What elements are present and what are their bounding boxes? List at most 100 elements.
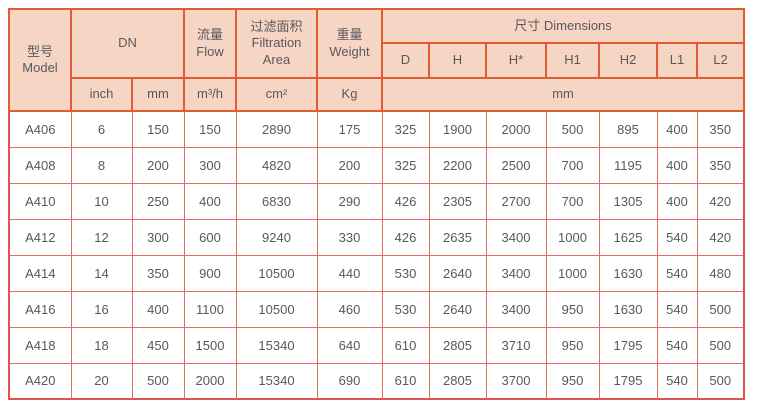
cell-h1: 700 (545, 146, 600, 184)
cell-h: 2640 (428, 290, 487, 328)
cell-l2: 350 (696, 110, 745, 148)
cell-dn-inch: 14 (70, 254, 133, 292)
cell-h2: 1625 (598, 218, 658, 256)
header-dimensions: 尺寸 Dimensions (380, 8, 746, 44)
unit-dimensions: mm (380, 77, 746, 112)
cell-h-star: 3700 (485, 362, 547, 400)
cell-weight: 175 (316, 110, 383, 148)
cell-area: 10500 (235, 290, 318, 328)
table-row: A414 14 350 900 10500 440 530 2640 3400 … (8, 254, 745, 292)
header-dim-h2: H2 (598, 42, 658, 79)
cell-h-star: 3400 (485, 218, 547, 256)
cell-dn-mm: 400 (131, 290, 185, 328)
cell-l2: 350 (696, 146, 745, 184)
cell-l1: 540 (656, 254, 698, 292)
table-row: A418 18 450 1500 15340 640 610 2805 3710… (8, 326, 745, 364)
cell-h: 1900 (428, 110, 487, 148)
cell-h1: 1000 (545, 218, 600, 256)
cell-l1: 540 (656, 326, 698, 364)
cell-h2: 1305 (598, 182, 658, 220)
cell-h2: 895 (598, 110, 658, 148)
cell-dn-inch: 18 (70, 326, 133, 364)
cell-h1: 500 (545, 110, 600, 148)
cell-area: 9240 (235, 218, 318, 256)
cell-dn-mm: 250 (131, 182, 185, 220)
cell-area: 10500 (235, 254, 318, 292)
unit-weight: Kg (316, 77, 383, 112)
cell-l2: 480 (696, 254, 745, 292)
cell-flow: 600 (183, 218, 237, 256)
cell-dn-inch: 10 (70, 182, 133, 220)
cell-l1: 540 (656, 290, 698, 328)
cell-h2: 1195 (598, 146, 658, 184)
cell-flow: 400 (183, 182, 237, 220)
cell-model: A406 (8, 110, 72, 148)
cell-h1: 1000 (545, 254, 600, 292)
cell-d: 325 (381, 146, 430, 184)
cell-l1: 540 (656, 218, 698, 256)
cell-dn-mm: 300 (131, 218, 185, 256)
cell-d: 530 (381, 290, 430, 328)
cell-d: 325 (381, 110, 430, 148)
cell-weight: 330 (316, 218, 383, 256)
cell-h-star: 2000 (485, 110, 547, 148)
cell-model: A420 (8, 362, 72, 400)
table-row: A412 12 300 600 9240 330 426 2635 3400 1… (8, 218, 745, 256)
unit-area: cm² (235, 77, 318, 112)
cell-model: A408 (8, 146, 72, 184)
cell-l1: 400 (656, 182, 698, 220)
cell-d: 426 (381, 218, 430, 256)
cell-l2: 420 (696, 218, 745, 256)
header-weight: 重量 Weight (316, 8, 383, 79)
header-row-top: 型号 Model DN 流量 Flow 过滤面积 Filtration Area… (8, 8, 746, 112)
cell-dn-mm: 200 (131, 146, 185, 184)
cell-l2: 420 (696, 182, 745, 220)
table-row: A408 8 200 300 4820 200 325 2200 2500 70… (8, 146, 745, 184)
cell-h1: 950 (545, 290, 600, 328)
header-dim-h1: H1 (545, 42, 600, 79)
cell-dn-mm: 500 (131, 362, 185, 400)
cell-model: A414 (8, 254, 72, 292)
cell-l1: 400 (656, 110, 698, 148)
cell-flow: 150 (183, 110, 237, 148)
header-row-units: inch mm m³/h cm² Kg mm (9, 77, 746, 112)
cell-d: 530 (381, 254, 430, 292)
cell-weight: 440 (316, 254, 383, 292)
unit-inch: inch (70, 77, 133, 112)
cell-d: 610 (381, 326, 430, 364)
table-row: A416 16 400 1100 10500 460 530 2640 3400… (8, 290, 745, 328)
cell-flow: 300 (183, 146, 237, 184)
cell-h2: 1630 (598, 290, 658, 328)
cell-area: 2890 (235, 110, 318, 148)
cell-dn-inch: 6 (70, 110, 133, 148)
header-dim-h: H (428, 42, 487, 79)
cell-h: 2200 (428, 146, 487, 184)
cell-weight: 690 (316, 362, 383, 400)
cell-l1: 540 (656, 362, 698, 400)
cell-h2: 1795 (598, 362, 658, 400)
cell-h: 2805 (428, 362, 487, 400)
cell-area: 15340 (235, 326, 318, 364)
table-row: A410 10 250 400 6830 290 426 2305 2700 7… (8, 182, 745, 220)
cell-dn-inch: 8 (70, 146, 133, 184)
cell-l2: 500 (696, 326, 745, 364)
cell-h1: 950 (545, 362, 600, 400)
cell-h: 2305 (428, 182, 487, 220)
header-row-dim-labels: D H H* H1 H2 L1 L2 (9, 42, 746, 79)
cell-model: A418 (8, 326, 72, 364)
cell-flow: 1100 (183, 290, 237, 328)
cell-dn-mm: 450 (131, 326, 185, 364)
header-dim-d: D (381, 42, 430, 79)
cell-h: 2805 (428, 326, 487, 364)
cell-area: 4820 (235, 146, 318, 184)
cell-d: 426 (381, 182, 430, 220)
cell-h: 2640 (428, 254, 487, 292)
cell-h-star: 3400 (485, 290, 547, 328)
header-model: 型号 Model (8, 8, 72, 112)
cell-weight: 200 (316, 146, 383, 184)
header-dim-h-star: H* (485, 42, 547, 79)
cell-model: A410 (8, 182, 72, 220)
unit-flow: m³/h (183, 77, 237, 112)
cell-l1: 400 (656, 146, 698, 184)
cell-dn-inch: 20 (70, 362, 133, 400)
